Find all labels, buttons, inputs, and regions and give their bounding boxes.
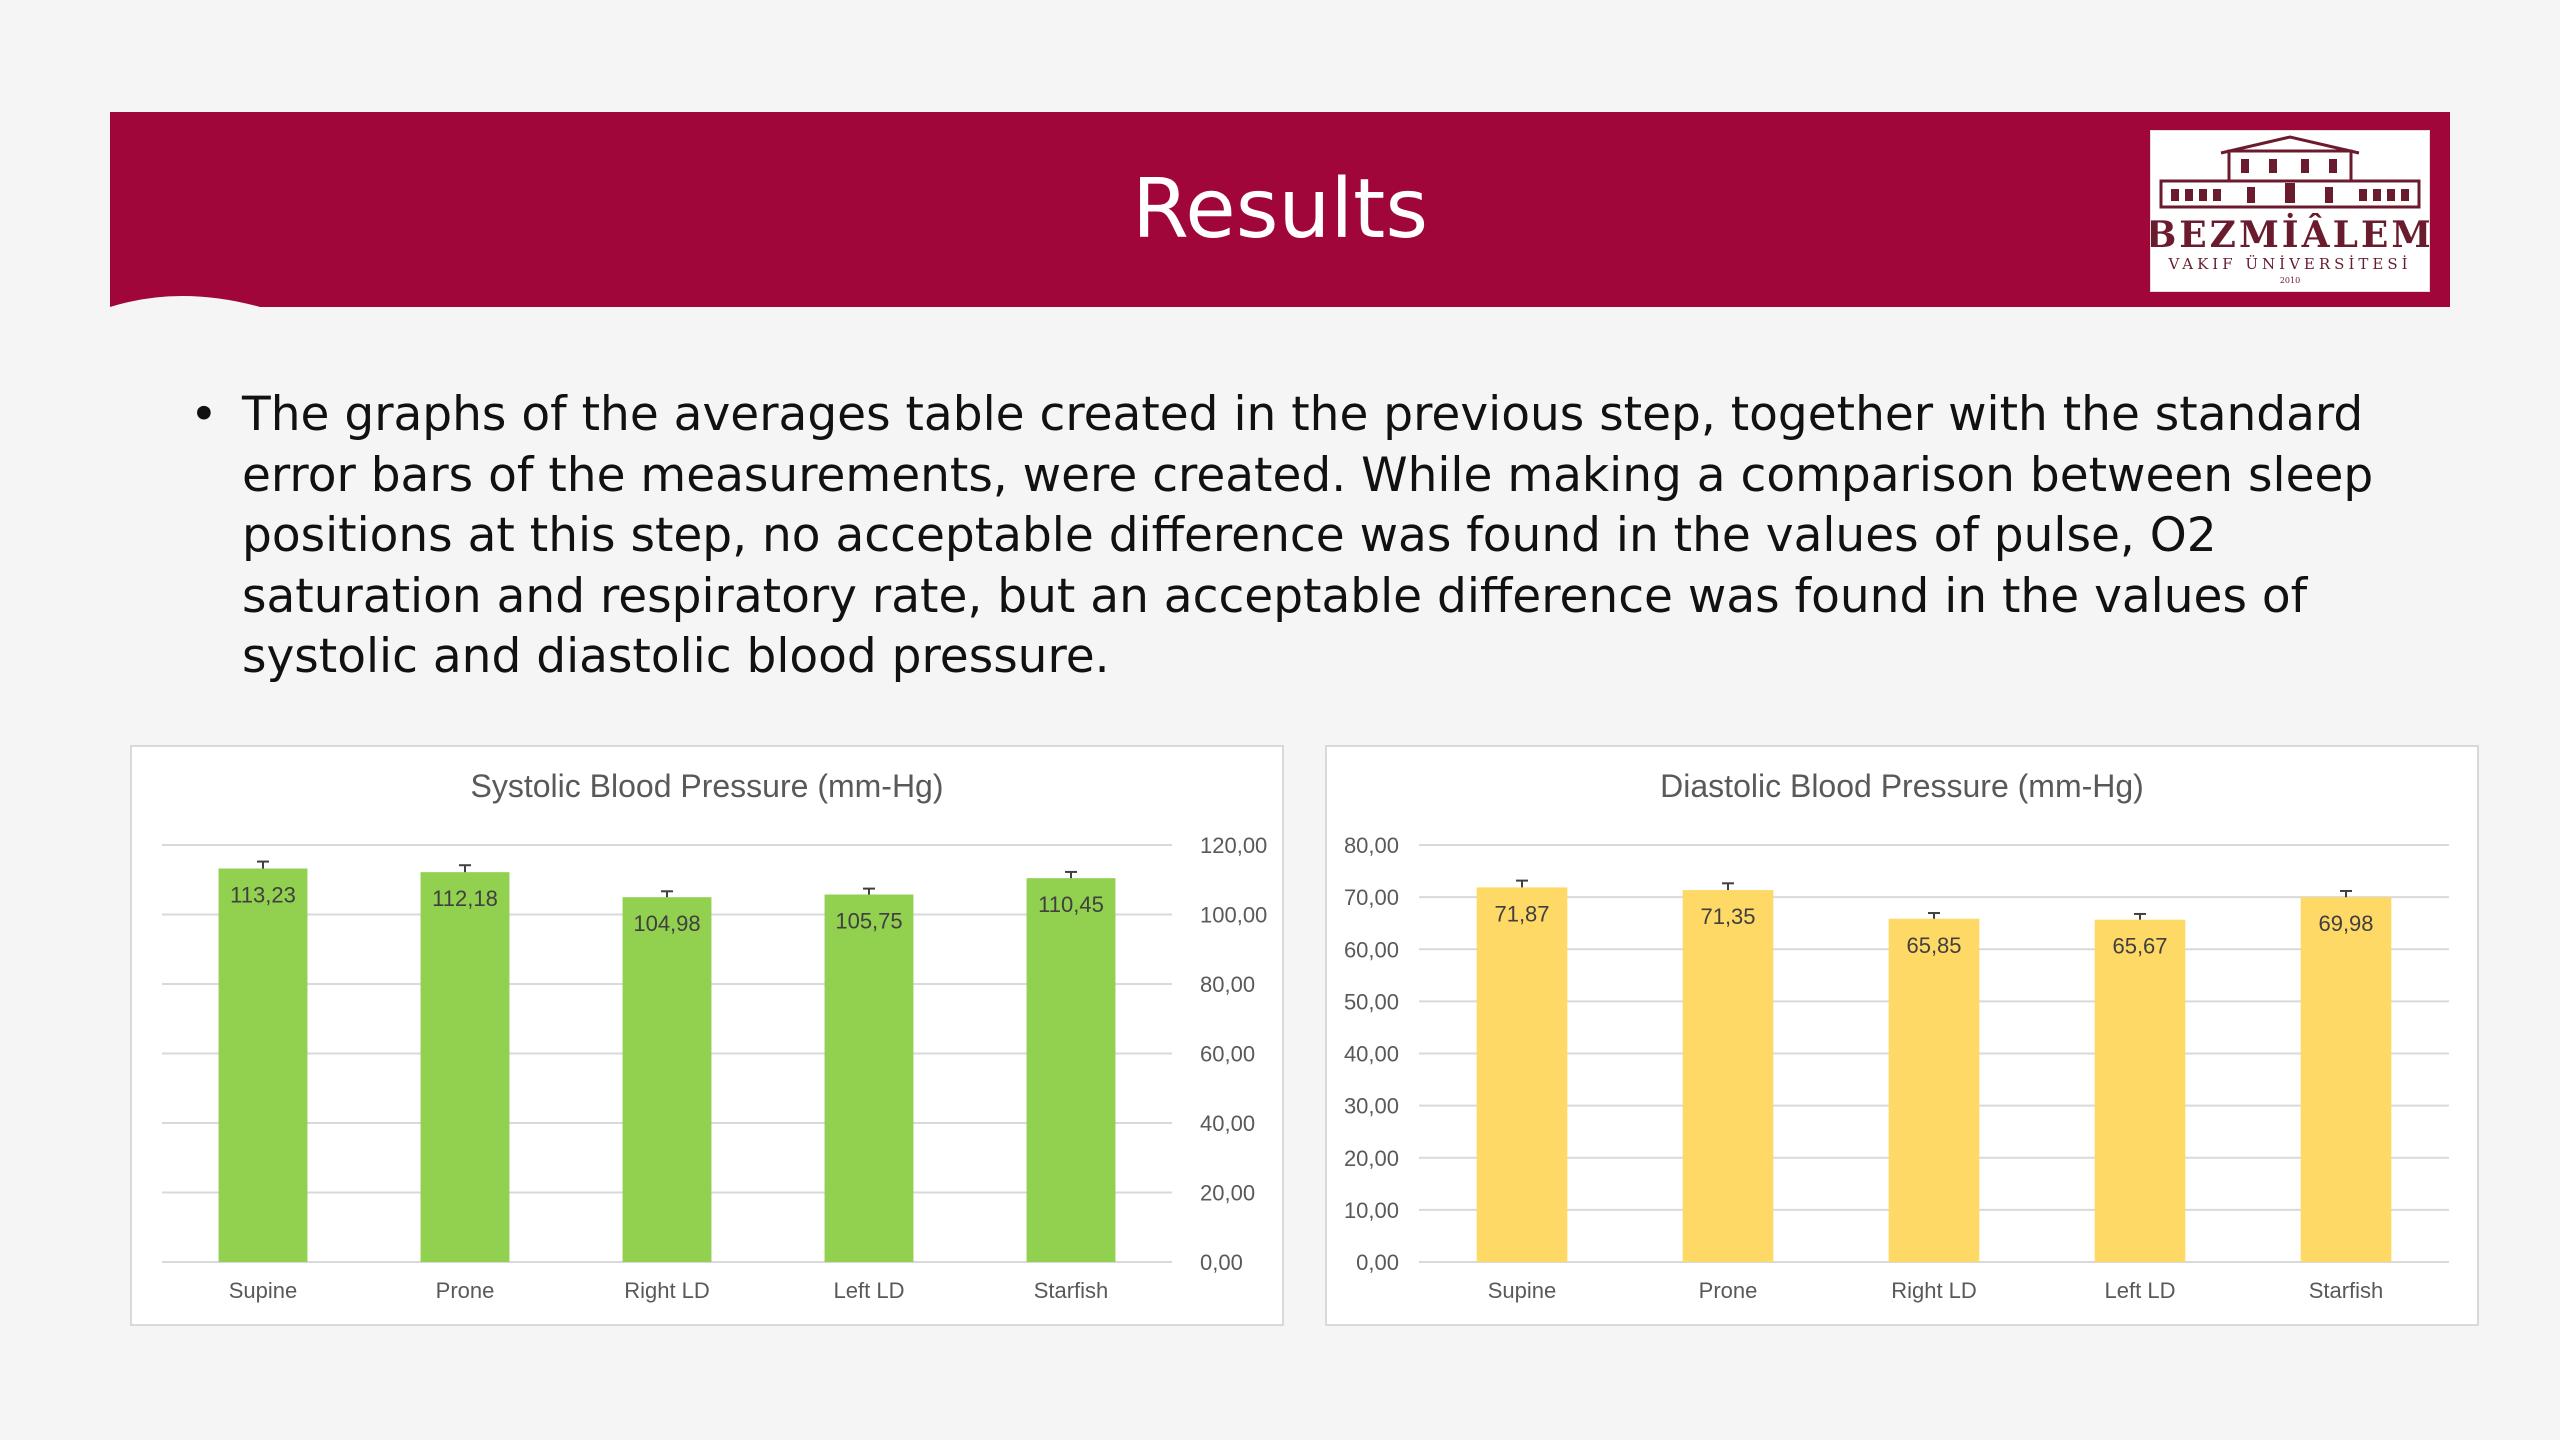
bar bbox=[2300, 897, 2392, 1262]
x-tick-label: Left LD bbox=[2105, 1278, 2176, 1303]
bullet-line: positions at this step, no acceptable di… bbox=[242, 508, 2217, 563]
data-label: 105,75 bbox=[835, 909, 902, 934]
y-tick-label: 60,00 bbox=[1344, 937, 1399, 962]
bar bbox=[2094, 919, 2186, 1262]
y-tick-label: 40,00 bbox=[1344, 1042, 1399, 1067]
data-label: 110,45 bbox=[1038, 892, 1104, 917]
bullet-line: systolic and diastolic blood pressure. bbox=[242, 629, 1110, 684]
data-label: 104,98 bbox=[633, 911, 700, 936]
x-tick-label: Starfish bbox=[2309, 1278, 2384, 1303]
data-label: 65,67 bbox=[2112, 934, 2167, 959]
bar bbox=[1476, 887, 1568, 1262]
bar bbox=[1888, 918, 1980, 1262]
x-tick-label: Right LD bbox=[1891, 1278, 1977, 1303]
data-label: 112,18 bbox=[432, 886, 498, 911]
y-tick-label: 30,00 bbox=[1344, 1094, 1399, 1119]
y-tick-label: 120,00 bbox=[1200, 833, 1267, 858]
x-tick-label: Prone bbox=[436, 1278, 495, 1303]
y-tick-label: 80,00 bbox=[1200, 972, 1255, 997]
data-label: 71,35 bbox=[1700, 904, 1755, 929]
diastolic-chart-svg: Diastolic Blood Pressure (mm-Hg) 0,00 10,0… bbox=[1344, 768, 2449, 1303]
university-logo: BEZMİÂLEM VAKIF ÜNİVERSİTESİ 2010 bbox=[2150, 130, 2430, 292]
x-tick-label: Left LD bbox=[834, 1278, 905, 1303]
chart-title: Systolic Blood Pressure (mm-Hg) bbox=[471, 768, 944, 804]
logo-subtitle: VAKIF ÜNİVERSİTESİ bbox=[2167, 255, 2411, 273]
y-tick-label: 0,00 bbox=[1200, 1250, 1243, 1275]
logo-year: 2010 bbox=[2280, 276, 2300, 285]
diastolic-chart: Diastolic Blood Pressure (mm-Hg) 0,00 10,0… bbox=[1325, 745, 2479, 1326]
title-banner bbox=[110, 112, 2450, 307]
y-tick-label: 20,00 bbox=[1344, 1146, 1399, 1171]
bullet-line: error bars of the measurements, were cre… bbox=[242, 447, 2374, 503]
data-label: 69,98 bbox=[2318, 911, 2373, 936]
logo-name: BEZMİÂLEM bbox=[2151, 213, 2429, 256]
data-label: 65,85 bbox=[1906, 933, 1961, 958]
y-tick-label: 80,00 bbox=[1344, 833, 1399, 858]
y-tick-label: 100,00 bbox=[1200, 903, 1267, 928]
bar bbox=[218, 868, 308, 1262]
x-tick-label: Supine bbox=[1488, 1278, 1557, 1303]
y-tick-label: 40,00 bbox=[1200, 1111, 1255, 1136]
bar bbox=[1026, 878, 1116, 1262]
bullet-text: The graphs of the averages table created… bbox=[242, 385, 2492, 688]
bar bbox=[622, 897, 712, 1262]
bullet-icon: • bbox=[190, 387, 218, 442]
bullet-line: saturation and respiratory rate, but an … bbox=[242, 568, 2308, 624]
x-tick-label: Supine bbox=[229, 1278, 298, 1303]
y-tick-label: 10,00 bbox=[1344, 1198, 1399, 1223]
bullet-line: The graphs of the averages table created… bbox=[242, 387, 2364, 442]
bar bbox=[420, 872, 510, 1262]
y-tick-label: 20,00 bbox=[1200, 1181, 1255, 1206]
bar bbox=[824, 894, 914, 1262]
y-tick-label: 0,00 bbox=[1356, 1250, 1399, 1275]
banner-curve bbox=[110, 296, 260, 315]
y-tick-label: 50,00 bbox=[1344, 989, 1399, 1014]
chart-title: Diastolic Blood Pressure (mm-Hg) bbox=[1660, 768, 2144, 804]
bar bbox=[1682, 890, 1774, 1262]
page-title: Results bbox=[1131, 162, 1429, 257]
data-label: 71,87 bbox=[1494, 901, 1549, 926]
systolic-chart: Systolic Blood Pressure (mm-Hg) 0,00 20,00… bbox=[130, 745, 1284, 1326]
y-tick-label: 70,00 bbox=[1344, 885, 1399, 910]
data-label: 113,23 bbox=[230, 883, 296, 908]
x-tick-label: Right LD bbox=[624, 1278, 710, 1303]
systolic-chart-svg: Systolic Blood Pressure (mm-Hg) 0,00 20,00… bbox=[162, 768, 1267, 1303]
x-tick-label: Starfish bbox=[1034, 1278, 1109, 1303]
building-logo-icon: BEZMİÂLEM VAKIF ÜNİVERSİTESİ 2010 bbox=[2151, 135, 2429, 285]
x-tick-label: Prone bbox=[1699, 1278, 1758, 1303]
y-tick-label: 60,00 bbox=[1200, 1042, 1255, 1067]
